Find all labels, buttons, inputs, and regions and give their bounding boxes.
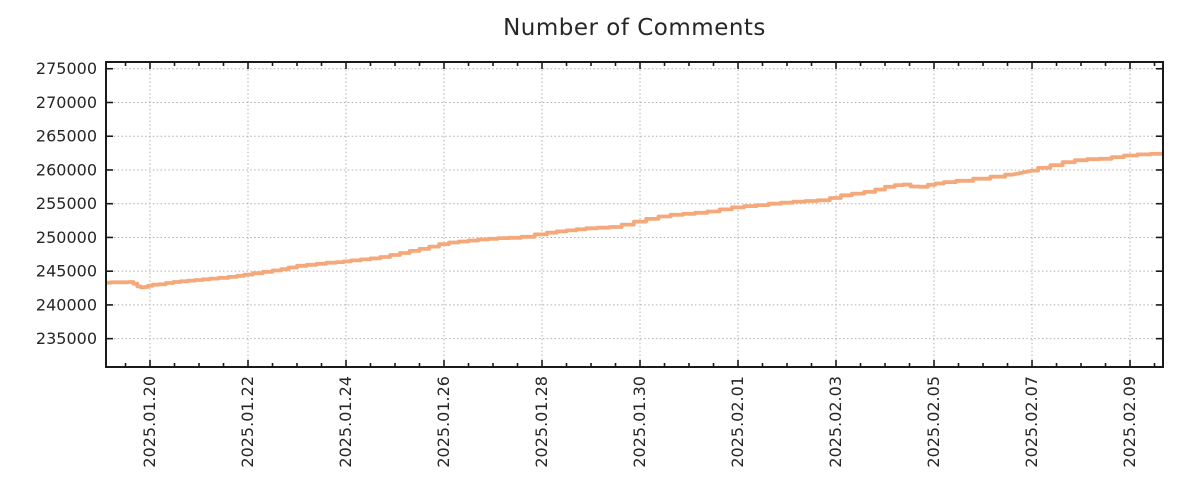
y-tick-label: 255000 [36, 194, 97, 213]
y-tick-label: 270000 [36, 93, 97, 112]
plot-frame [105, 61, 1164, 368]
y-tick-label: 265000 [36, 127, 97, 146]
x-tick-label: 2025.02.09 [1120, 376, 1139, 468]
y-tick-label: 240000 [36, 295, 97, 314]
y-tick-label: 275000 [36, 59, 97, 78]
x-tick-label: 2025.02.03 [826, 376, 845, 468]
chart-title: Number of Comments [503, 15, 766, 41]
y-tick-label: 260000 [36, 160, 97, 179]
x-tick-label: 2025.01.24 [336, 376, 355, 468]
x-tick-label: 2025.02.07 [1022, 376, 1041, 468]
x-tick-label: 2025.01.22 [238, 376, 257, 468]
x-tick-label: 2025.01.26 [434, 376, 453, 468]
series-line [106, 151, 1163, 290]
y-tick-label: 250000 [36, 228, 97, 247]
y-tick-label: 245000 [36, 262, 97, 281]
x-tick-label: 2025.02.01 [728, 376, 747, 468]
x-tick-label: 2025.01.30 [630, 376, 649, 468]
x-tick-label: 2025.01.28 [532, 376, 551, 468]
x-tick-label: 2025.01.20 [140, 376, 159, 468]
x-tick-label: 2025.02.05 [924, 376, 943, 468]
y-tick-label: 235000 [36, 329, 97, 348]
